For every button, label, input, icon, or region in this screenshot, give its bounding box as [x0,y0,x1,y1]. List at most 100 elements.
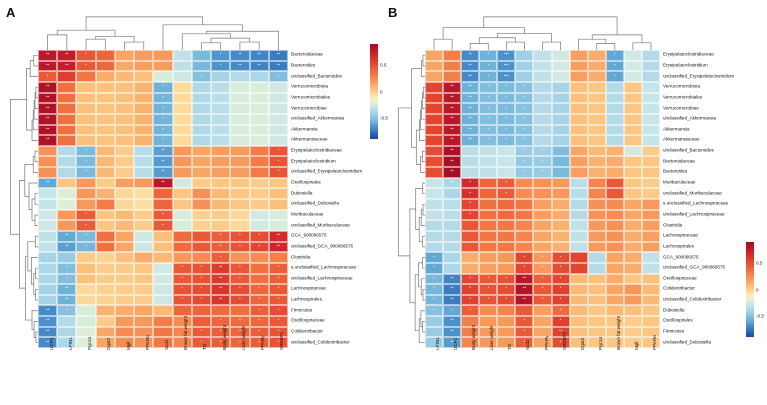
heatmap-cell [623,209,642,221]
heatmap-cell [95,230,115,242]
heatmap-cell [114,60,135,72]
heatmap-cell: ** [443,177,462,189]
heatmap-cell [191,81,212,93]
heatmap-cell [230,167,250,178]
heatmap-cell: * [533,262,552,274]
heatmap-cell [605,177,624,189]
heatmap-cell [533,199,552,210]
row-label: Bacteroides [291,62,316,68]
heatmap-cell: * [605,71,624,82]
heatmap-cell: * [479,92,498,104]
heatmap-cell: * [605,60,624,72]
heatmap-cell: * [249,305,269,317]
heatmap-cell [605,273,624,285]
heatmap-cell [76,284,96,295]
heatmap-cell: * [191,337,212,348]
heatmap-cell [569,230,588,242]
significance-marker: ** [450,339,454,345]
significance-marker: ** [450,94,454,100]
row-label: Lachnospiraceae [663,232,698,238]
heatmap-cell [114,230,135,242]
heatmap-cell: * [497,273,516,285]
heatmap-cell [443,188,462,199]
significance-marker: * [559,339,562,345]
significance-marker: * [162,211,164,217]
heatmap-cell [425,50,444,61]
heatmap-cell [569,103,588,114]
significance-marker: * [487,73,490,79]
heatmap-cell [641,284,660,295]
colorbar-tick-label: 0 [756,287,759,292]
heatmap-cell: ** [153,156,173,168]
row-label: Verrucomicrobiota [663,83,701,89]
heatmap-cell: ** [515,273,534,285]
heatmap-cell [172,156,192,168]
heatmap-cell [641,71,660,82]
significance-marker: * [162,83,164,89]
heatmap-cell [461,230,480,242]
heatmap-cell [587,113,606,125]
significance-marker: ** [450,83,454,89]
heatmap-cell [551,156,570,168]
heatmap-cell: * [211,50,231,61]
heatmap-cell [172,337,192,348]
heatmap-cell [569,252,588,263]
heatmap-cell [497,262,516,274]
row-label: Dubosiella [663,307,685,313]
heatmap-cell [641,220,660,231]
heatmap-cell [533,135,552,146]
heatmap-cell [641,252,660,263]
heatmap-cell [605,81,624,93]
heatmap-cell [211,103,231,114]
heatmap-cell [605,230,624,242]
heatmap-cell [605,124,624,136]
heatmap-cell [211,135,231,146]
heatmap-cell [425,113,444,125]
row-label: unclassified_Bacteroides [291,73,342,79]
heatmap-cell: * [191,326,212,338]
row-label: Verrucomicrobiae [291,105,327,111]
heatmap-cell [587,326,606,338]
significance-marker: * [66,307,68,313]
heatmap-cell [76,337,96,348]
heatmap-cell [605,326,624,338]
heatmap-cell [479,326,498,338]
heatmap-cell: * [479,124,498,136]
heatmap-cell [569,337,588,348]
heatmap-cell [76,113,96,125]
heatmap-cell: *** [497,50,516,61]
heatmap-cell [172,316,192,327]
heatmap-cell [623,188,642,199]
heatmap-cell [249,81,269,93]
significance-marker: * [277,286,280,292]
heatmap-cell [153,199,173,210]
heatmap-cell: ** [38,113,58,125]
significance-marker: ** [219,296,223,302]
heatmap-cell: * [76,220,96,231]
significance-marker: * [505,286,508,292]
heatmap-cell: * [268,71,288,82]
significance-marker: * [219,339,222,345]
heatmap-cell [641,113,660,125]
heatmap-cell: * [461,294,480,306]
significance-marker: * [219,328,222,334]
heatmap-cell: ** [211,262,231,274]
significance-marker: * [523,328,526,334]
heatmap-cell: ** [38,103,58,114]
column-label: Scd1 [525,339,531,350]
heatmap-cell: * [551,252,570,263]
heatmap-cell [211,71,231,82]
heatmap-cell [211,167,231,178]
heatmap-cell [461,145,480,157]
heatmap-cell [641,177,660,189]
heatmap-cell [38,294,58,306]
heatmap-cell [623,273,642,285]
heatmap-cell [57,156,77,168]
heatmap-cell: ** [38,326,58,338]
heatmap-cell [461,337,480,348]
heatmap-cell [95,156,115,168]
column-label: TG [202,343,208,350]
heatmap-cell: * [497,113,516,125]
significance-marker: * [433,264,435,270]
heatmap-cell [533,326,552,338]
